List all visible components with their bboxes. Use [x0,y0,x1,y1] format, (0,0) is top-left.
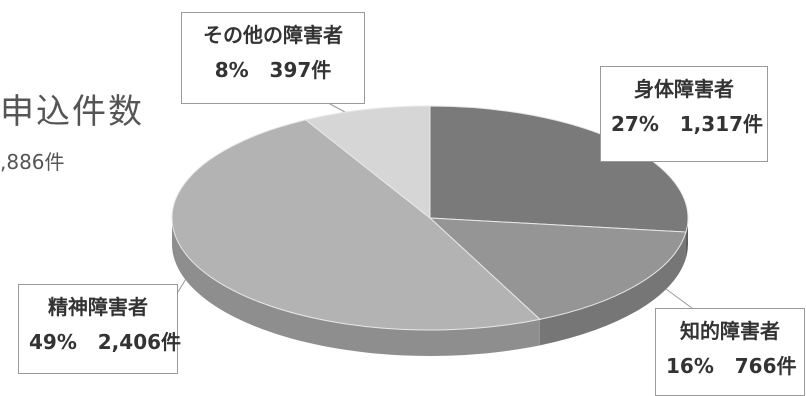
slice-label-intellectual-count: 766件 [734,354,797,378]
slice-label-other-value: 8% 397件 [192,54,354,83]
slice-label-physical-name: 身体障害者 [634,77,734,101]
slice-label-physical-count: 1,317件 [679,112,764,136]
slice-label-other: その他の障害者 8% 397件 [181,12,365,104]
slice-label-mental: 精神障害者 49% 2,406件 [18,284,181,374]
slice-physical-side [685,218,688,259]
slice-label-other-name: その他の障害者 [203,23,343,47]
slice-label-intellectual-percent: 16% [666,354,714,378]
slice-intellectual-side [539,232,686,346]
slice-other [304,105,431,220]
slice-label-intellectual-value: 16% 766件 [666,350,797,379]
slice-mental [171,119,541,331]
slice-label-mental-value: 49% 2,406件 [29,326,181,355]
slice-label-other-percent: 8% [214,58,249,82]
slice-label-physical-percent: 27% [611,112,659,136]
chart-subtitle: ,886件 [0,150,65,174]
slice-intellectual [428,217,687,320]
pie-top [171,105,689,331]
slice-label-intellectual-name: 知的障害者 [680,319,780,343]
slice-mental-side [172,218,540,356]
chart-title: 申込件数 [0,92,144,132]
slice-label-physical-value: 27% 1,317件 [611,108,763,137]
slice-label-other-count: 397件 [269,58,332,82]
slice-label-mental-count: 2,406件 [97,330,182,354]
slice-label-mental-percent: 49% [29,330,77,354]
slice-label-intellectual: 知的障害者 16% 766件 [655,308,805,396]
slice-label-mental-name: 精神障害者 [48,295,148,319]
slice-label-physical: 身体障害者 27% 1,317件 [600,66,768,162]
pie-side [172,218,688,356]
